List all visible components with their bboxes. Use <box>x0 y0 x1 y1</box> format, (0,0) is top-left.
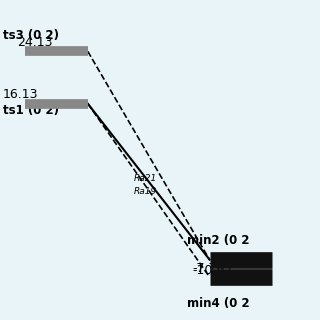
Text: min2 (0 2: min2 (0 2 <box>187 234 249 247</box>
Text: Ra19: Ra19 <box>134 187 157 196</box>
Text: 24.13: 24.13 <box>17 36 52 49</box>
Text: ts3 (0 2): ts3 (0 2) <box>3 29 59 42</box>
Text: min4 (0 2: min4 (0 2 <box>187 297 250 310</box>
Text: -7.76: -7.76 <box>193 262 225 275</box>
Text: ts1 (0 2): ts1 (0 2) <box>3 105 59 117</box>
Text: Ra21: Ra21 <box>134 174 157 183</box>
Text: 16.13: 16.13 <box>3 88 38 101</box>
Text: -10.42: -10.42 <box>193 264 233 277</box>
